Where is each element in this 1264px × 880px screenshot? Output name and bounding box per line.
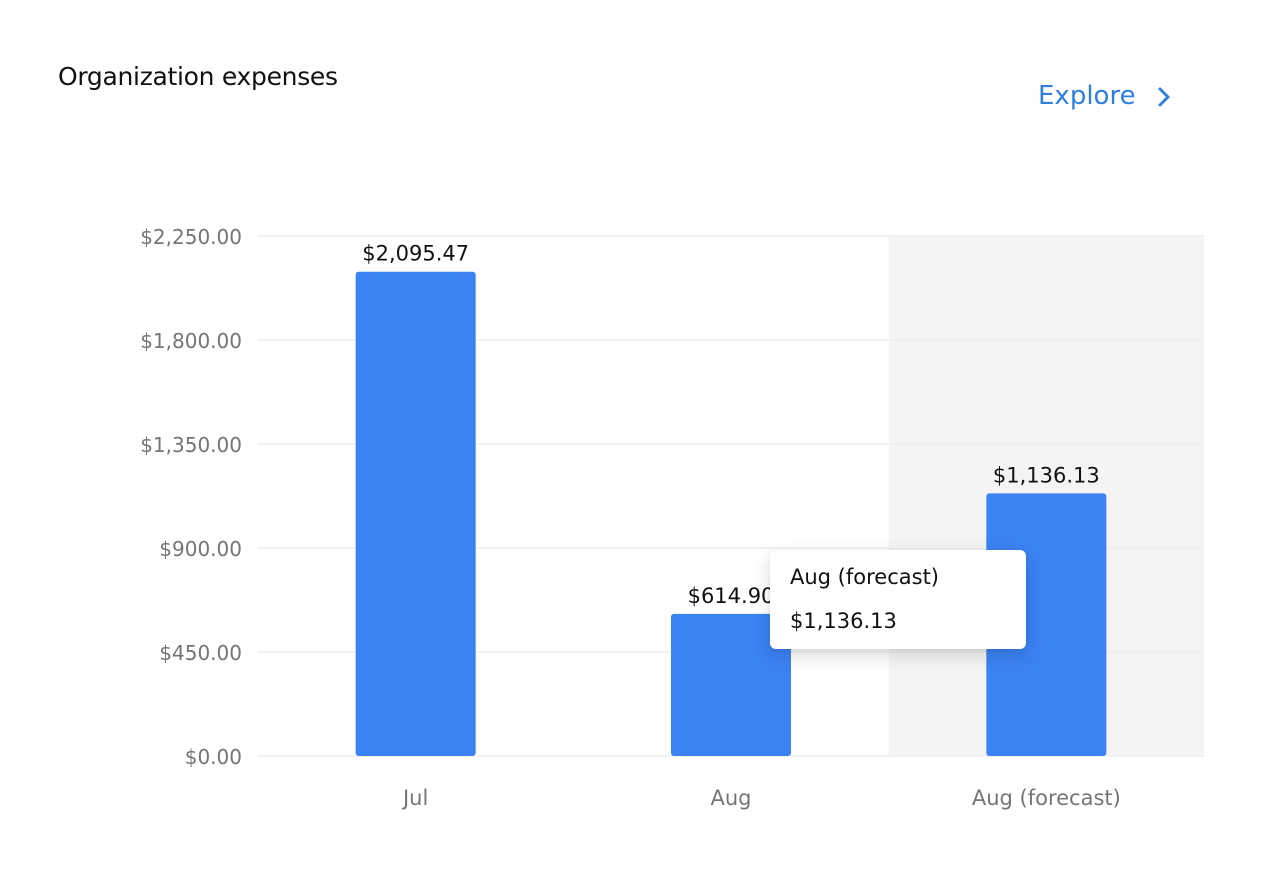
- bar: [671, 613, 791, 756]
- x-tick-label: Jul: [401, 786, 428, 810]
- y-tick-label: $0.00: [185, 745, 242, 769]
- data-label: $2,095.47: [362, 242, 469, 266]
- data-label: $1,136.13: [993, 463, 1100, 487]
- y-tick-label: $900.00: [159, 537, 242, 561]
- tooltip-title: Aug (forecast): [790, 565, 939, 589]
- chart-tooltip: Aug (forecast) $1,136.13: [770, 550, 1026, 649]
- chart-title: Organization expenses: [58, 62, 338, 91]
- x-tick-label: Aug: [710, 786, 751, 810]
- tooltip-value: $1,136.13: [790, 609, 897, 633]
- y-tick-label: $450.00: [159, 641, 242, 665]
- explore-link[interactable]: Explore: [1038, 78, 1172, 114]
- bar: [355, 271, 476, 756]
- x-tick-label: Aug (forecast): [972, 786, 1121, 810]
- y-tick-label: $1,350.00: [140, 433, 242, 457]
- chevron-right-icon: [1156, 85, 1172, 107]
- data-label: $614.90: [688, 584, 775, 608]
- y-tick-label: $2,250.00: [140, 225, 242, 249]
- y-tick-label: $1,800.00: [140, 329, 242, 353]
- explore-label: Explore: [1038, 81, 1136, 111]
